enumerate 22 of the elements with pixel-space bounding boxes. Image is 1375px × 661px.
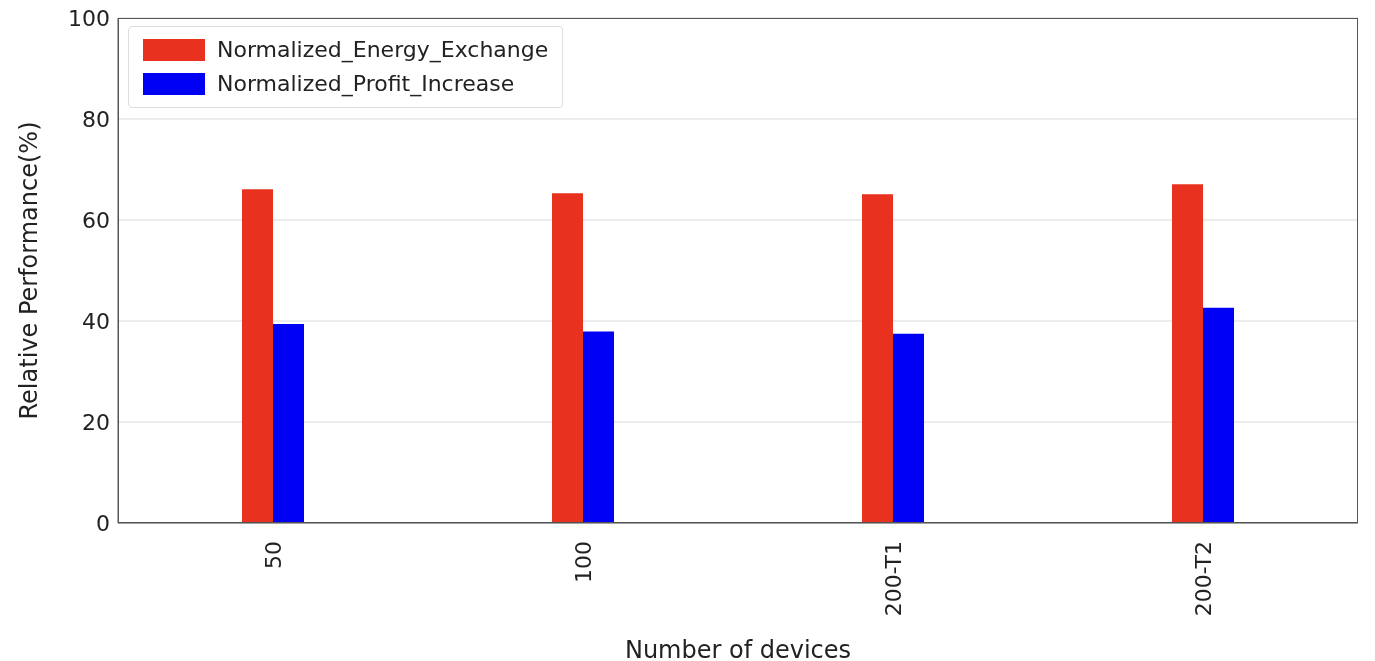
bar bbox=[583, 331, 614, 523]
x-tick-label: 50 bbox=[260, 541, 286, 569]
y-tick-label: 80 bbox=[82, 106, 110, 132]
bar bbox=[273, 324, 304, 523]
legend-label: Normalized_Profit_Increase bbox=[217, 70, 515, 99]
y-tick-label: 60 bbox=[82, 207, 110, 233]
bar bbox=[242, 189, 273, 523]
x-axis-title: Number of devices bbox=[624, 636, 852, 661]
y-axis-title: Relative Performance(%) bbox=[14, 121, 43, 420]
y-tick-label: 40 bbox=[82, 308, 110, 334]
bar bbox=[1203, 307, 1234, 523]
x-tick-label: 100 bbox=[570, 541, 596, 583]
x-tick-label: 200-T1 bbox=[880, 541, 906, 617]
bar bbox=[1172, 184, 1203, 523]
legend-label: Normalized_Energy_Exchange bbox=[217, 36, 549, 65]
bar bbox=[552, 193, 583, 523]
y-tick-label: 100 bbox=[68, 5, 110, 31]
bar bbox=[862, 194, 893, 523]
x-tick-label: 200-T2 bbox=[1190, 541, 1216, 617]
y-tick-label: 0 bbox=[96, 510, 110, 536]
y-tick-label: 20 bbox=[82, 409, 110, 435]
bar bbox=[893, 333, 924, 523]
